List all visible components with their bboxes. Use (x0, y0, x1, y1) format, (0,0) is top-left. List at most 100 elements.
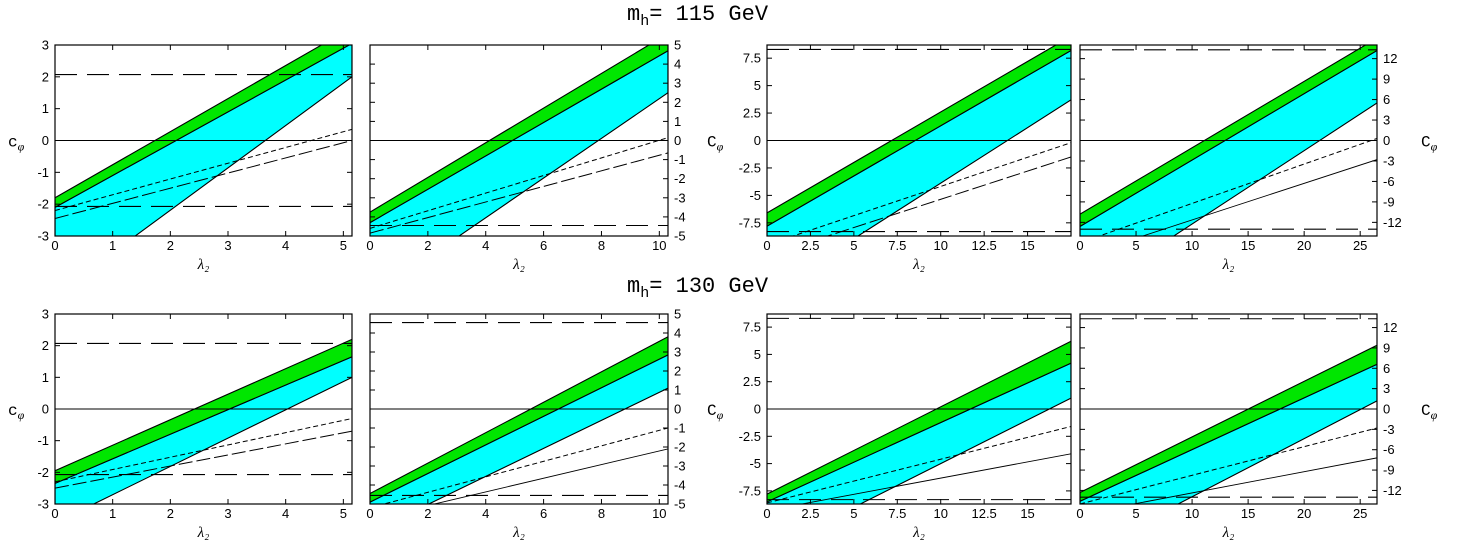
y-tick-label: -2 (674, 171, 686, 186)
y-tick-label: -1 (674, 152, 686, 167)
y-tick-label: 0 (42, 402, 49, 417)
x-tick-label: 0 (1076, 506, 1083, 521)
y-tick-label: 3 (1383, 381, 1390, 396)
panel-0-1: 0 2 4 6 8 10 λ₂ -5 -4 -3 -2 -1 0 1 2 3 4 5 (366, 38, 686, 274)
x-tick-label: 2 (167, 238, 174, 253)
y-tick-label: 2.5 (743, 374, 761, 389)
title-sub: h (640, 285, 650, 302)
y-tick-label: -7.5 (739, 215, 761, 230)
title-rest: = 130 GeV (649, 274, 769, 299)
y-tick-label: -2 (674, 440, 686, 455)
x-tick-label: 0 (366, 506, 373, 521)
y-tick-label: -2 (37, 465, 49, 480)
y-tick-label: -5 (749, 188, 761, 203)
x-tick-label: 7.5 (888, 506, 906, 521)
x-tick-label: 2 (424, 506, 431, 521)
y-tick-label: 3 (42, 38, 49, 53)
y-tick-label: 1 (42, 370, 49, 385)
x-tick-label: 6 (540, 506, 547, 521)
x-tick-label: 5 (1132, 238, 1139, 253)
y-tick-label: -12 (1383, 483, 1402, 498)
x-tick-label: 5 (340, 506, 347, 521)
x-tick-label: 20 (1297, 238, 1311, 253)
y-axis-label: Cφ (1421, 402, 1438, 422)
y-tick-label: 12 (1383, 51, 1397, 66)
x-tick-label: 25 (1353, 506, 1367, 521)
y-tick-label: 1 (674, 114, 681, 129)
y-tick-label: 2 (42, 69, 49, 84)
x-tick-label: 15 (1241, 506, 1255, 521)
y-tick-label: -6 (1383, 174, 1395, 189)
x-tick-label: 12.5 (971, 238, 996, 253)
x-tick-label: 0 (763, 238, 770, 253)
x-tick-label: 5 (850, 506, 857, 521)
x-tick-label: 4 (282, 238, 289, 253)
y-axis-label: Cφ (707, 134, 724, 154)
solid-thin-curve (1141, 159, 1377, 236)
y-tick-label: -2 (37, 197, 49, 212)
x-tick-label: 6 (540, 238, 547, 253)
title-rest: = 115 GeV (649, 2, 769, 27)
y-tick-label: 2.5 (743, 106, 761, 121)
x-tick-label: 3 (224, 238, 231, 253)
short-dash-curve (767, 425, 1071, 504)
green-band (55, 338, 352, 485)
title-sub: h (640, 13, 650, 30)
panel-1-2: 0 2.5 5 7.5 10 12.5 15 λ₂ -7.5 -5 -2.5 0 2.5 5 7.5 Cφ (707, 313, 1072, 541)
x-axis-label: λ₂ (912, 257, 925, 273)
long-dash-curve (55, 140, 352, 219)
y-tick-label: -2.5 (739, 429, 761, 444)
panel-1-0: 0 1 2 3 4 5 λ₂ -3 -2 -1 0 1 2 3 cφ (8, 307, 353, 541)
x-tick-label: 0 (1076, 238, 1083, 253)
cyan-band (1080, 363, 1377, 504)
short-dash-curve (55, 128, 352, 212)
x-tick-label: 10 (933, 506, 947, 521)
x-tick-label: 8 (598, 238, 605, 253)
x-tick-label: 2.5 (801, 238, 819, 253)
x-tick-label: 0 (51, 506, 58, 521)
x-axis-label: λ₂ (197, 257, 210, 273)
green-band (370, 336, 668, 503)
y-tick-label: -1 (674, 421, 686, 436)
green-band (767, 340, 1071, 503)
y-tick-label: 12 (1383, 320, 1397, 335)
y-tick-label: 4 (674, 326, 681, 341)
y-tick-label: -4 (674, 209, 686, 224)
short-dash-curve (55, 418, 352, 483)
y-tick-label: 0 (1383, 402, 1390, 417)
y-tick-label: -5 (749, 456, 761, 471)
y-tick-label: -2.5 (739, 160, 761, 175)
x-tick-label: 15 (1020, 506, 1034, 521)
panel-0-3: 0 5 10 15 20 25 λ₂ -12 -9 -6 -3 0 3 6 9 12 Cφ (1076, 44, 1438, 273)
title-m: m (627, 2, 641, 27)
x-tick-label: 1 (109, 506, 116, 521)
green-band (370, 45, 668, 224)
y-tick-label: 3 (42, 307, 49, 322)
x-axis-label: λ₂ (512, 257, 525, 273)
y-tick-label: 0 (754, 133, 761, 148)
short-dash-curve (370, 137, 668, 229)
y-tick-label: 5 (754, 78, 761, 93)
y-axis-label: cφ (8, 402, 25, 422)
x-tick-label: 0 (763, 506, 770, 521)
x-tick-label: 2 (424, 238, 431, 253)
short-dash-curve (1097, 137, 1377, 236)
y-tick-label: 9 (1383, 72, 1390, 87)
x-tick-label: 3 (224, 506, 231, 521)
cyan-band (767, 362, 1071, 504)
x-tick-label: 5 (1132, 506, 1139, 521)
x-axis-label: λ₂ (1222, 525, 1235, 541)
x-axis-label: λ₂ (912, 525, 925, 541)
solid-thin-curve (1131, 457, 1377, 504)
x-tick-label: 2.5 (801, 506, 819, 521)
short-dash-curve (1080, 427, 1377, 504)
y-tick-label: 0 (754, 402, 761, 417)
x-tick-label: 8 (598, 506, 605, 521)
y-tick-label: 4 (674, 57, 681, 72)
y-tick-label: -3 (37, 497, 49, 512)
y-tick-label: 5 (674, 38, 681, 53)
y-tick-label: 0 (1383, 133, 1390, 148)
cyan-band (370, 354, 668, 504)
x-tick-label: 4 (482, 506, 489, 521)
